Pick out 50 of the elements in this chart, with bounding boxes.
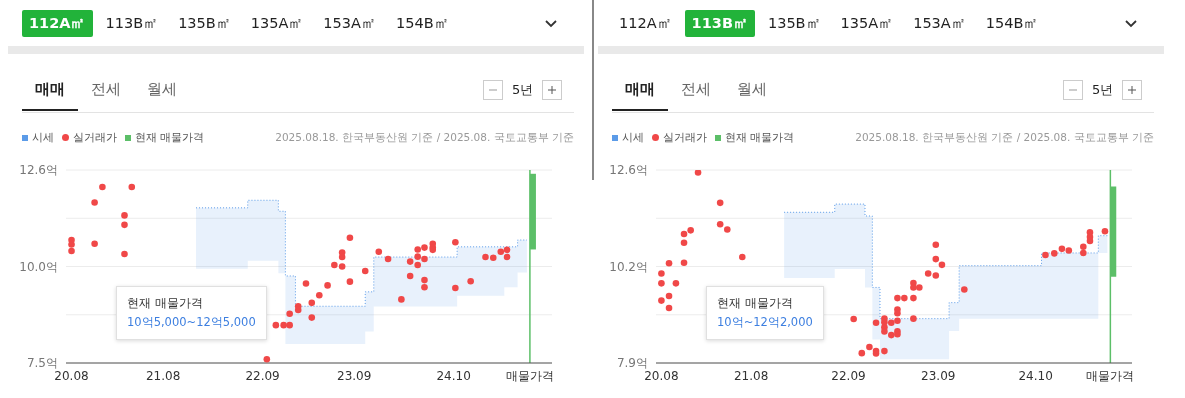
text: 전세 [680, 79, 712, 100]
text: 113B㎡ [104, 14, 160, 33]
text: 전세 [90, 79, 122, 100]
x-tick-label: 23.09 [921, 368, 956, 383]
text: 153A㎡ [322, 14, 377, 33]
x-tick-label: 21.08 [145, 368, 181, 383]
x-tick-label: 매물가격 [1086, 368, 1135, 383]
y-tick-label: 12.6억 [609, 163, 648, 178]
legend-label: 시세 [621, 130, 644, 145]
x-tick-label: 22.09 [831, 368, 866, 383]
text: 154B㎡ [984, 14, 1040, 33]
annotation: 10억5,000~12억5,000 [127, 314, 256, 331]
text: 135B㎡ [177, 14, 232, 33]
x-tick-label: 23.09 [337, 368, 372, 383]
legend-label: 현재 매물가격 [724, 130, 795, 145]
annotation: 현재 매물가격 [717, 295, 794, 312]
y-tick-label: 10.2억 [609, 259, 648, 274]
text: 2025.08.18. 한국부동산원 기준 / 2025.08. 국토교통부 기준 [855, 130, 1154, 145]
text: 153A㎡ [912, 14, 967, 33]
text: 매매 [612, 78, 668, 111]
y-tick-label: 12.6억 [19, 163, 58, 178]
text: 월세 [146, 79, 178, 100]
text: 135A㎡ [249, 14, 305, 33]
legend-label: 시세 [31, 130, 54, 145]
legend-label: 실거래가 [72, 130, 117, 145]
text: 월세 [736, 79, 768, 100]
legend-label: 현재 매물가격 [134, 130, 205, 145]
x-tick-label: 24.10 [436, 368, 471, 383]
y-tick-label: 10.0억 [19, 259, 58, 274]
text: 113B㎡ [684, 10, 755, 37]
text: 135A㎡ [839, 14, 895, 33]
x-tick-label: 20.08 [644, 368, 679, 383]
text: 154B㎡ [394, 14, 450, 33]
text: 5년 [1091, 81, 1115, 99]
x-tick-label: 20.08 [54, 368, 89, 383]
text: 112A㎡ [22, 10, 93, 37]
y-tick-label: 7.5억 [26, 356, 58, 371]
annotation: 10억~12억2,000 [717, 314, 813, 331]
x-tick-label: 24.10 [1018, 368, 1053, 383]
x-tick-label: 매물가격 [505, 368, 554, 383]
x-tick-label: 22.09 [245, 368, 280, 383]
text: 5년 [511, 81, 535, 99]
annotation: 현재 매물가격 [127, 295, 204, 312]
text: 2025.08.18. 한국부동산원 기준 / 2025.08. 국토교통부 기준 [275, 130, 574, 145]
text: 매매 [22, 78, 78, 111]
x-tick-label: 21.08 [733, 368, 769, 383]
text: 112A㎡ [618, 14, 673, 33]
legend-label: 실거래가 [662, 130, 707, 145]
text: 135B㎡ [766, 14, 822, 33]
y-tick-label: 7.9억 [616, 356, 648, 371]
